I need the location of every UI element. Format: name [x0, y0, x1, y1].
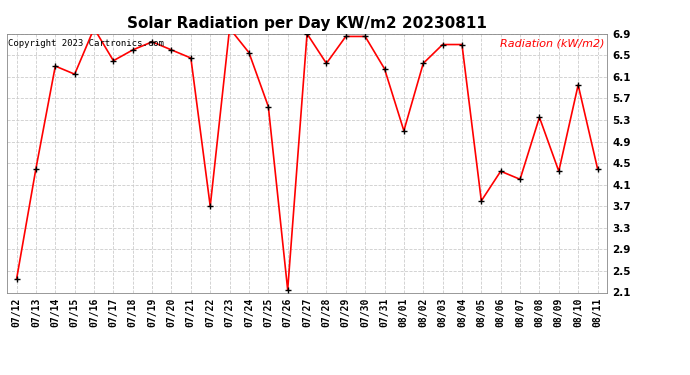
- Title: Solar Radiation per Day KW/m2 20230811: Solar Radiation per Day KW/m2 20230811: [127, 16, 487, 31]
- Text: Radiation (kW/m2): Radiation (kW/m2): [500, 39, 604, 49]
- Text: Copyright 2023 Cartronics.com: Copyright 2023 Cartronics.com: [8, 39, 164, 48]
